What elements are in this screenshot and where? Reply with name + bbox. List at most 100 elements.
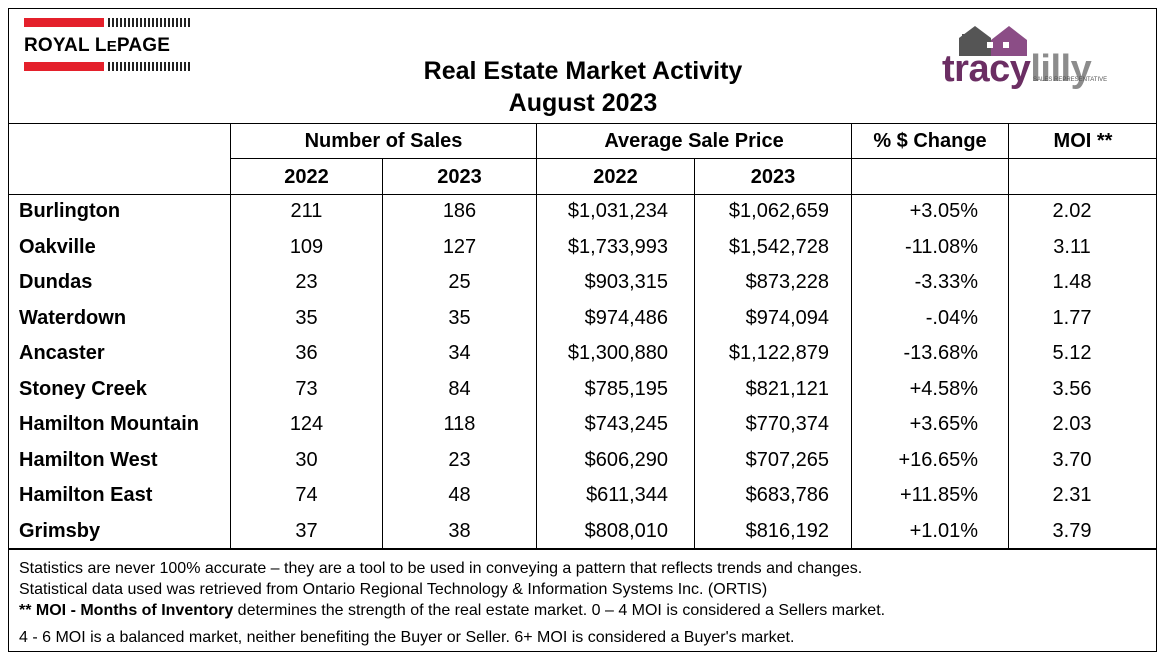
tracy-lilly-logo: tracylilly SALES REPRESENTATIVE	[925, 24, 1127, 96]
table-cell-s23: 25	[448, 271, 471, 293]
table-cell-p23: $1,122,879	[728, 342, 829, 364]
table-cell-moi: 3.79	[1052, 519, 1092, 542]
logo-red-bar-bottom	[24, 62, 104, 71]
logo-name: tracylilly	[942, 48, 1092, 90]
row-area-label: Waterdown	[19, 306, 127, 329]
table-cell-s22: 109	[289, 235, 324, 258]
table-cell-p23: $770,374	[745, 413, 829, 435]
table-cell-s22: 23	[295, 271, 318, 293]
logo-bars-top	[108, 18, 190, 27]
table-cell-moi: 1.77	[1052, 306, 1092, 329]
table-cell-chg: +4.58%	[909, 377, 978, 400]
note-moi-bold: ** MOI - Months of Inventory	[19, 602, 234, 619]
table-cell-p22: $974,486	[584, 306, 668, 329]
table-cell-chg: +11.85%	[899, 484, 978, 506]
table-cell-p22: $903,315	[584, 271, 668, 293]
rule-col-price2	[851, 123, 852, 549]
row-area-label: Ancaster	[19, 342, 105, 364]
row-area-label: Hamilton West	[19, 448, 158, 471]
header-price: Average Sale Price	[604, 130, 784, 152]
table-cell-p22: $743,245	[584, 413, 668, 435]
note-accuracy: Statistics are never 100% accurate – the…	[19, 560, 863, 577]
row-area-label: Hamilton East	[19, 484, 153, 506]
rule-col-sales2	[536, 123, 537, 549]
header-moi: MOI **	[1053, 130, 1113, 152]
note-moi: ** MOI - Months of Inventory determines …	[19, 602, 885, 620]
header-sales: Number of Sales	[304, 130, 463, 152]
document-frame	[8, 8, 1157, 652]
table-cell-moi: 2.31	[1052, 484, 1092, 506]
table-cell-s22: 124	[289, 413, 324, 435]
page-subtitle: August 2023	[508, 89, 658, 117]
logo-bars-bottom	[108, 62, 190, 71]
table-cell-chg: +3.05%	[909, 200, 978, 222]
row-area-label: Hamilton Mountain	[19, 413, 199, 435]
table-cell-s22: 211	[290, 200, 323, 222]
header-year-price-2022: 2022	[593, 166, 638, 188]
logo-red-bar-top	[24, 18, 104, 27]
header-year-sales-2022: 2022	[284, 166, 329, 188]
row-area-label: Burlington	[19, 200, 121, 222]
table-cell-chg: +3.65%	[909, 413, 978, 435]
table-cell-s23: 48	[448, 484, 471, 506]
table-cell-p23: $816,192	[745, 519, 829, 542]
table-cell-p22: $808,010	[584, 519, 668, 542]
table-cell-s22: 74	[295, 484, 318, 506]
row-area-label: Dundas	[19, 271, 93, 293]
table-cell-moi: 2.03	[1052, 413, 1092, 435]
table-cell-moi: 3.11	[1053, 235, 1091, 258]
table-cell-s22: 35	[295, 306, 318, 329]
table-cell-p23: $873,228	[745, 271, 829, 293]
table-cell-s22: 36	[295, 342, 318, 364]
table-cell-s23: 127	[442, 235, 477, 258]
table-cell-moi: 5.12	[1052, 342, 1092, 364]
header-year-price-2023: 2023	[750, 166, 796, 188]
table-cell-moi: 3.70	[1052, 448, 1092, 471]
table-cell-chg: -11.08%	[904, 235, 978, 258]
table-cell-s23: 35	[448, 306, 471, 329]
header-change: % $ Change	[873, 130, 987, 152]
table-cell-moi: 2.02	[1052, 200, 1092, 222]
table-cell-moi: 3.56	[1052, 377, 1092, 400]
house-icon	[959, 26, 1027, 56]
page-title: Real Estate Market Activity	[423, 57, 743, 85]
table-cell-s23: 38	[448, 519, 471, 542]
table-cell-s23: 34	[448, 342, 471, 364]
table-cell-s22: 73	[295, 377, 318, 400]
header-year-sales-2023: 2023	[437, 166, 482, 188]
table-cell-s22: 37	[295, 519, 318, 542]
table-cell-p23: $821,121	[745, 377, 829, 400]
logo-wordmark: ROYAL LEPAGE	[24, 35, 171, 56]
table-cell-s22: 30	[295, 448, 318, 471]
rule-col-change	[1008, 123, 1009, 549]
note-balance: 4 - 6 MOI is a balanced market, neither …	[19, 629, 795, 646]
table-cell-p23: $1,062,659	[728, 200, 829, 222]
table-cell-s23: 84	[448, 377, 471, 400]
rule-col-price	[694, 158, 695, 549]
table-cell-chg: -.04%	[925, 306, 978, 329]
rule-subheader	[230, 158, 1157, 159]
table-cell-p23: $974,094	[745, 306, 829, 329]
logo-subtitle: SALES REPRESENTATIVE	[1033, 77, 1108, 83]
row-area-label: Stoney Creek	[19, 377, 147, 400]
table-cell-chg: +1.01%	[909, 519, 978, 542]
table-cell-chg: -3.33%	[914, 271, 978, 293]
table-cell-p22: $611,344	[586, 484, 668, 506]
table-cell-chg: -13.68%	[903, 342, 979, 364]
table-cell-s23: 186	[442, 200, 477, 222]
rule-table-bottom	[8, 548, 1157, 549]
table-cell-p22: $1,733,993	[567, 235, 668, 258]
table-cell-p23: $683,786	[745, 484, 829, 506]
rule-col-sales	[382, 158, 383, 549]
rule-table-bottom-2	[8, 549, 1157, 550]
table-cell-p22: $785,195	[584, 377, 668, 400]
rule-header-bottom	[8, 194, 1157, 195]
royal-lepage-logo: ROYAL LEPAGE	[24, 18, 190, 74]
table-cell-chg: +16.65%	[898, 448, 978, 471]
table-cell-p23: $707,265	[745, 448, 829, 471]
table-cell-s23: 23	[448, 448, 471, 471]
table-cell-p22: $606,290	[584, 448, 668, 471]
row-area-label: Oakville	[19, 235, 96, 258]
rule-header-top	[8, 123, 1157, 124]
rule-col-area	[230, 123, 231, 549]
